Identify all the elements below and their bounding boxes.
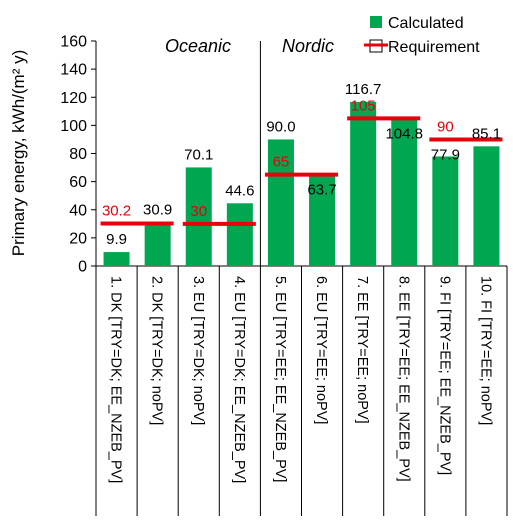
- requirement-label: 30: [190, 203, 207, 220]
- bar-label-calculated: 44.6: [225, 182, 254, 199]
- category-label: 2. DK [TRY=DK; noPV]: [149, 276, 165, 425]
- bar-label-calculated: 30.9: [143, 202, 172, 219]
- y-axis-title: Primary energy, kWh/(m² y): [9, 50, 28, 257]
- requirement-label: 105: [351, 97, 376, 114]
- bar-label-calculated: 90.0: [266, 118, 295, 135]
- category-label: 9. FI [TRY=EE; EE_NZEB_PV]: [436, 276, 452, 475]
- legend-swatch-calculated: [370, 16, 382, 28]
- bar-label-calculated: 77.9: [431, 146, 460, 163]
- bar-label-calculated: 116.7: [345, 81, 381, 98]
- y-tick-label: 100: [60, 118, 87, 135]
- category-label: 3. EU [TRY=DK; noPV]: [190, 276, 206, 425]
- y-tick-label: 20: [69, 230, 87, 247]
- requirement-label: 30.2: [102, 203, 131, 220]
- category-label: 7. EE [TRY=EE; noPV]: [354, 276, 370, 424]
- category-label: 4. EU [TRY=DK; EE_NZEB_PV]: [231, 276, 247, 483]
- bar-calculated: [350, 101, 377, 266]
- y-tick-label: 0: [78, 259, 87, 276]
- bar-calculated: [267, 139, 294, 266]
- bar-calculated: [309, 176, 336, 266]
- requirement-label: 65: [273, 154, 290, 171]
- bar-label-calculated: 104.8: [385, 125, 423, 142]
- group-label-nordic: Nordic: [282, 36, 334, 56]
- y-tick-label: 60: [69, 174, 87, 191]
- requirement-label: 90: [437, 118, 454, 135]
- category-label: 10. FI [TRY=EE; noPV]: [477, 276, 493, 425]
- legend-label-calculated: Calculated: [388, 15, 464, 32]
- bar-label-calculated: 70.1: [184, 146, 213, 163]
- category-label: 1. DK [TRY=DK; EE_NZEB_PV]: [108, 276, 124, 483]
- bar-calculated: [432, 156, 459, 266]
- y-tick-label: 80: [69, 146, 87, 163]
- bar-calculated: [144, 222, 171, 266]
- bar-calculated: [103, 252, 130, 266]
- category-label: 5. EU [TRY=EE; EE_NZEB_PV]: [272, 276, 288, 482]
- y-tick-label: 160: [60, 34, 87, 51]
- bar-calculated: [185, 167, 212, 266]
- bar-calculated: [226, 203, 253, 266]
- group-label-oceanic: Oceanic: [165, 36, 231, 56]
- legend: Calculated Requirement: [364, 15, 480, 56]
- bar-label-calculated: 9.9: [106, 231, 127, 248]
- bar-calculated: [391, 118, 418, 266]
- bar-label-calculated: 63.7: [307, 182, 336, 199]
- bar-label-calculated: 85.1: [472, 125, 501, 142]
- y-tick-label: 40: [69, 202, 87, 219]
- legend-label-requirement: Requirement: [388, 39, 480, 56]
- y-tick-label: 140: [60, 62, 87, 79]
- y-tick-label: 120: [60, 90, 87, 107]
- category-label: 6. EU [TRY=EE; noPV]: [313, 276, 329, 424]
- category-label: 8. EE [TRY=EE; EE_NZEB_PV]: [395, 276, 411, 482]
- bar-calculated: [473, 146, 500, 266]
